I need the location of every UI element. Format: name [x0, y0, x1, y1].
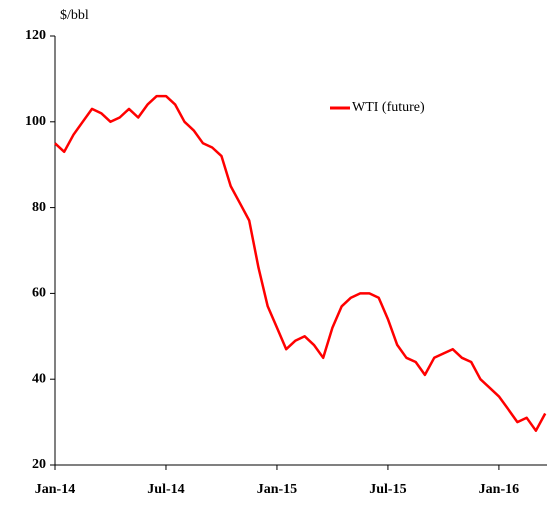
x-tick-label: Jan-16: [479, 482, 519, 497]
x-tick-label: Jul-15: [369, 482, 406, 497]
x-tick-label: Jul-14: [147, 482, 184, 497]
x-tick-label: Jan-14: [35, 482, 75, 497]
line: [54, 94, 547, 432]
legend-label: WTI (future): [352, 100, 425, 115]
y-tick-label: 40: [32, 371, 46, 386]
y-tick-label: 20: [32, 457, 46, 472]
y-tick-label: 120: [25, 28, 46, 43]
x-tick-label: Jan-15: [257, 482, 297, 497]
y-tick-label: 60: [32, 286, 46, 301]
y-axis-label: $/bbl: [60, 8, 89, 23]
y-tick-label: 80: [32, 200, 46, 215]
y-tick-label: 100: [25, 114, 46, 129]
